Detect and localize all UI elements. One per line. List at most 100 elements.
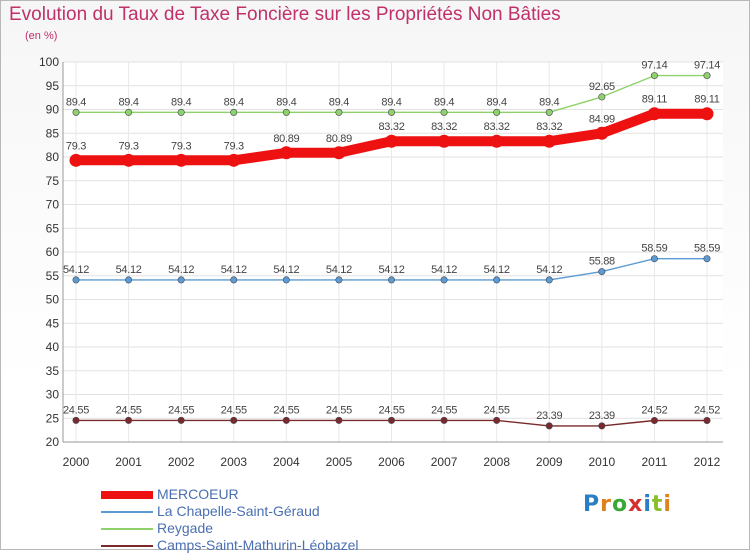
data-label: 54.12 bbox=[168, 264, 194, 276]
data-label: 24.55 bbox=[378, 404, 404, 416]
logo-letter: x bbox=[628, 492, 644, 517]
data-label: 24.55 bbox=[221, 404, 247, 416]
data-label: 24.55 bbox=[326, 404, 352, 416]
logo-letter: i bbox=[643, 492, 652, 517]
data-label: 24.55 bbox=[431, 404, 457, 416]
data-label: 89.4 bbox=[381, 96, 401, 108]
data-point bbox=[703, 72, 711, 80]
data-point bbox=[493, 108, 501, 116]
data-point bbox=[545, 276, 553, 284]
x-tick-label: 2005 bbox=[326, 455, 353, 469]
data-label: 24.52 bbox=[694, 405, 720, 417]
legend-label-camps: Camps-Saint-Mathurin-Léobazel bbox=[157, 537, 359, 553]
data-label: 79.3 bbox=[118, 140, 138, 152]
legend-label-mercoeur: MERCOEUR bbox=[157, 486, 239, 502]
data-point bbox=[230, 276, 238, 284]
legend-swatch-camps bbox=[101, 545, 153, 547]
data-label: 24.55 bbox=[63, 404, 89, 416]
data-point bbox=[282, 416, 290, 424]
data-label: 89.4 bbox=[118, 96, 138, 108]
data-point bbox=[545, 422, 553, 430]
legend-label-reygade: Reygade bbox=[157, 520, 214, 536]
series bbox=[69, 72, 714, 430]
y-tick-label: 70 bbox=[46, 198, 60, 212]
data-point bbox=[177, 108, 185, 116]
data-point bbox=[385, 134, 398, 148]
data-label: 83.32 bbox=[536, 121, 562, 133]
data-point bbox=[72, 108, 80, 116]
x-tick-label: 2011 bbox=[642, 455, 668, 469]
y-tick-label: 85 bbox=[46, 126, 60, 140]
y-tick-label: 20 bbox=[46, 435, 60, 449]
data-label: 84.99 bbox=[589, 113, 615, 125]
data-label: 89.4 bbox=[171, 96, 191, 108]
data-label: 89.4 bbox=[224, 96, 244, 108]
data-point bbox=[387, 108, 395, 116]
data-label: 54.12 bbox=[536, 264, 562, 276]
x-tick-label: 2001 bbox=[115, 455, 142, 469]
data-point bbox=[230, 416, 238, 424]
data-point bbox=[125, 416, 133, 424]
data-label: 55.88 bbox=[589, 256, 615, 268]
data-label: 24.55 bbox=[168, 404, 194, 416]
data-label: 80.89 bbox=[273, 133, 299, 145]
x-tick-label: 2007 bbox=[431, 455, 458, 469]
data-point bbox=[440, 108, 448, 116]
data-label: 80.89 bbox=[326, 133, 352, 145]
data-point bbox=[490, 134, 504, 148]
data-point bbox=[545, 108, 553, 116]
data-label: 79.3 bbox=[224, 140, 244, 152]
data-point bbox=[335, 276, 343, 284]
data-point bbox=[177, 416, 185, 424]
x-tick-label: 2003 bbox=[220, 455, 247, 469]
x-tick-label: 2009 bbox=[536, 455, 563, 469]
data-label: 24.55 bbox=[273, 404, 299, 416]
data-label: 89.11 bbox=[694, 94, 719, 106]
x-tick-label: 2004 bbox=[273, 455, 300, 469]
data-point bbox=[598, 268, 606, 276]
data-point bbox=[387, 276, 395, 284]
data-point bbox=[440, 416, 448, 424]
data-label: 92.65 bbox=[589, 81, 615, 93]
data-point bbox=[72, 416, 80, 424]
y-tick-label: 35 bbox=[46, 364, 60, 378]
data-label: 79.3 bbox=[171, 140, 191, 152]
x-tick-label: 2000 bbox=[63, 455, 90, 469]
y-tick-label: 80 bbox=[46, 150, 60, 164]
data-point bbox=[703, 255, 711, 263]
data-label: 58.59 bbox=[641, 243, 667, 255]
data-label: 54.12 bbox=[484, 264, 510, 276]
data-label: 54.12 bbox=[378, 264, 404, 276]
x-tick-label: 2008 bbox=[483, 455, 510, 469]
data-label: 24.52 bbox=[641, 405, 667, 417]
y-tick-label: 65 bbox=[46, 221, 60, 235]
x-tick-label: 2006 bbox=[378, 455, 405, 469]
data-point bbox=[332, 146, 346, 160]
axes: 20 25 30 35 40 45 50 55 60 65 70 75 80 85 90 95 100 2000 2… bbox=[39, 55, 723, 469]
data-point bbox=[703, 417, 711, 425]
data-label: 89.4 bbox=[66, 96, 86, 108]
data-point bbox=[174, 153, 188, 167]
data-label: 89.4 bbox=[276, 96, 296, 108]
data-point bbox=[125, 108, 133, 116]
data-point bbox=[230, 108, 238, 116]
logo-letter: r bbox=[600, 492, 612, 517]
data-point bbox=[437, 134, 451, 148]
x-tick-label: 2002 bbox=[168, 455, 195, 469]
data-point bbox=[125, 276, 133, 284]
data-label: 97.14 bbox=[694, 60, 720, 72]
data-point bbox=[279, 146, 293, 160]
data-point bbox=[650, 417, 658, 425]
y-tick-label: 55 bbox=[46, 269, 60, 283]
data-label: 54.12 bbox=[221, 264, 247, 276]
data-point bbox=[72, 276, 80, 284]
y-tick-label: 60 bbox=[46, 245, 60, 259]
chart-title: Evolution du Taux de Taxe Foncière sur l… bbox=[9, 4, 561, 25]
x-tick-label: 2012 bbox=[694, 455, 721, 469]
y-tick-label: 100 bbox=[39, 55, 59, 69]
data-point bbox=[69, 153, 83, 167]
proxiti-logo: Proxiti bbox=[583, 492, 672, 517]
data-point bbox=[440, 276, 448, 284]
